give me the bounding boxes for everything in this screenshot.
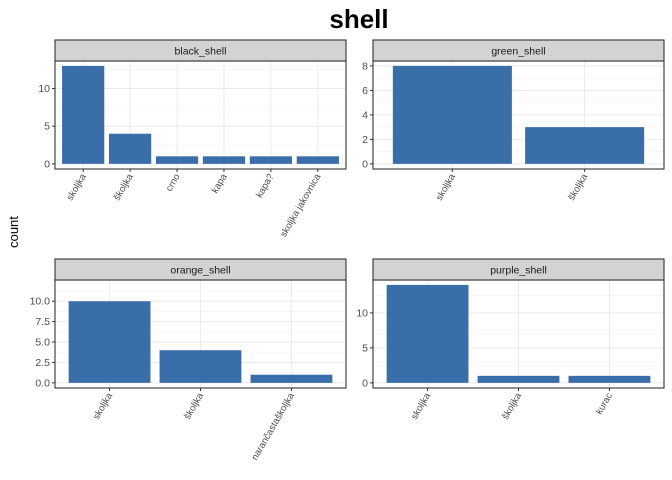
y-tick-label: 8 bbox=[362, 60, 368, 72]
y-tick-label: 0.0 bbox=[35, 377, 50, 389]
bar-green_shell-0 bbox=[392, 65, 512, 164]
facet-strip bbox=[372, 39, 665, 62]
y-tick-label: 10 bbox=[38, 83, 50, 95]
y-tick-label: 2.5 bbox=[35, 357, 50, 369]
x-tick-label: crno bbox=[164, 172, 183, 194]
y-tick-label: 2 bbox=[362, 134, 368, 146]
x-tick-label: školjka bbox=[566, 171, 590, 202]
bar-orange_shell-0 bbox=[68, 301, 151, 383]
facet-panel-black_shell: black_shell 0 5 10 skoljka školjka crno kapa kap… bbox=[38, 39, 347, 239]
bar-black_shell-4 bbox=[249, 156, 293, 164]
y-tick-label: 7.5 bbox=[35, 316, 50, 328]
y-tick-label: 5 bbox=[44, 121, 50, 133]
y-tick-label: 5 bbox=[362, 342, 368, 354]
bar-black_shell-3 bbox=[202, 156, 246, 164]
facet-strip-label: purple_shell bbox=[490, 265, 547, 277]
bar-orange_shell-1 bbox=[159, 350, 242, 383]
y-tick-label: 10 bbox=[356, 307, 368, 319]
chart-title: shell bbox=[329, 4, 388, 34]
x-tick-label: skoljka bbox=[91, 390, 115, 421]
bar-orange_shell-2 bbox=[250, 374, 333, 383]
x-tick-label: skoljka bbox=[409, 390, 433, 421]
bar-purple_shell-2 bbox=[568, 375, 651, 383]
facet-panel-green_shell: green_shell 0 2 4 6 8 skoljka školjka bbox=[362, 39, 665, 203]
y-tick-label: 4 bbox=[362, 109, 368, 121]
y-tick-label: 10.0 bbox=[30, 296, 51, 308]
x-tick-label: skoljka bbox=[434, 171, 458, 202]
x-tick-label: skoljka jakovnica bbox=[278, 171, 324, 239]
y-tick-label: 0 bbox=[362, 158, 368, 170]
facet-panel-orange_shell: orange_shell 0.0 2.5 5.0 7.5 10.0 skoljka školj… bbox=[30, 258, 347, 462]
bar-purple_shell-0 bbox=[386, 284, 469, 383]
x-tick-label: kapa bbox=[210, 171, 230, 195]
x-tick-label: narančastaškoljka bbox=[249, 390, 297, 462]
x-tick-label: školjka bbox=[112, 171, 136, 202]
bar-black_shell-2 bbox=[155, 156, 199, 164]
facet-strip bbox=[54, 39, 347, 62]
facet-strip-label: orange_shell bbox=[170, 265, 230, 277]
facet-strip bbox=[372, 258, 665, 281]
facet-strip bbox=[54, 258, 347, 281]
bar-purple_shell-1 bbox=[477, 375, 560, 383]
x-tick-label: skoljka bbox=[65, 171, 89, 202]
facet-strip-label: green_shell bbox=[491, 46, 545, 58]
x-tick-label: kurac bbox=[594, 391, 615, 417]
facet-strip-label: black_shell bbox=[175, 46, 227, 58]
bar-black_shell-1 bbox=[108, 133, 152, 164]
y-tick-label: 0 bbox=[44, 158, 50, 170]
y-tick-label: 6 bbox=[362, 85, 368, 97]
x-tick-label: školjka bbox=[500, 390, 524, 421]
x-tick-label: kapa? bbox=[254, 172, 276, 200]
bar-black_shell-0 bbox=[62, 65, 105, 164]
bar-green_shell-1 bbox=[525, 127, 645, 164]
facet-panels: black_shell 0 5 10 skoljka školjka crno kapa kap… bbox=[30, 39, 665, 462]
y-axis-label: count bbox=[6, 216, 21, 248]
y-tick-label: 0 bbox=[362, 377, 368, 389]
bar-black_shell-5 bbox=[296, 156, 339, 164]
y-tick-label: 5.0 bbox=[35, 337, 50, 349]
x-tick-label: školjka bbox=[182, 390, 206, 421]
facet-panel-purple_shell: purple_shell 0 5 10 skoljka školjka kurac bbox=[356, 258, 665, 422]
